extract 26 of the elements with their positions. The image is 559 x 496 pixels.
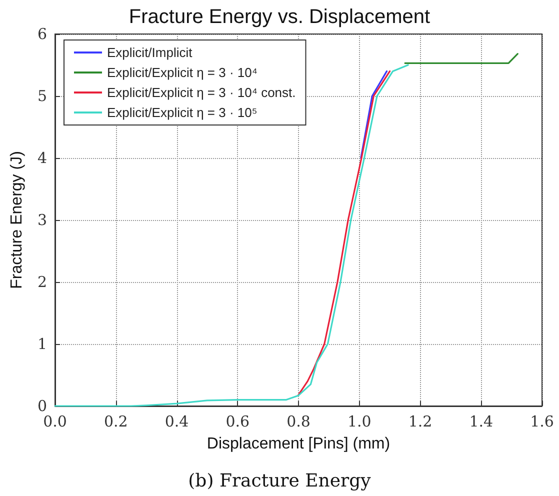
x-tick-label: 0.4	[164, 412, 189, 430]
x-tick-label: 1.0	[347, 412, 372, 430]
x-tick-label: 0.8	[286, 412, 310, 430]
y-tick-label: 6	[37, 25, 47, 43]
y-axis-title: Fracture Energy (J)	[8, 151, 26, 289]
y-tick-label: 2	[37, 273, 47, 291]
chart-title: Fracture Energy vs. Displacement	[128, 6, 431, 28]
x-tick-label: 1.6	[530, 412, 554, 430]
legend-label: Explicit/Implicit	[107, 45, 193, 60]
y-tick-label: 4	[37, 149, 47, 167]
line-series	[298, 70, 391, 396]
y-tick-label: 5	[37, 87, 47, 105]
x-axis-title: Displacement [Pins] (mm)	[206, 436, 390, 452]
x-tick-label: 0.2	[104, 412, 128, 430]
y-tick-label: 1	[37, 335, 47, 353]
legend-label: Explicit/Explicit η = 3 · 10⁴	[107, 65, 258, 80]
legend-label: Explicit/Explicit η = 3 · 10⁵	[107, 105, 258, 120]
x-tick-label: 0.0	[43, 412, 67, 430]
x-tick-label: 1.4	[469, 412, 494, 430]
y-tick-label: 3	[37, 211, 47, 229]
line-series	[54, 64, 409, 407]
y-tick-label: 0	[37, 397, 47, 415]
x-tick-label: 0.6	[226, 412, 250, 430]
text: (b) Fracture Energy	[188, 470, 372, 492]
x-tick-label: 1.2	[408, 412, 432, 430]
legend-label: Explicit/Explicit η = 3 · 10⁴ const.	[107, 85, 296, 100]
